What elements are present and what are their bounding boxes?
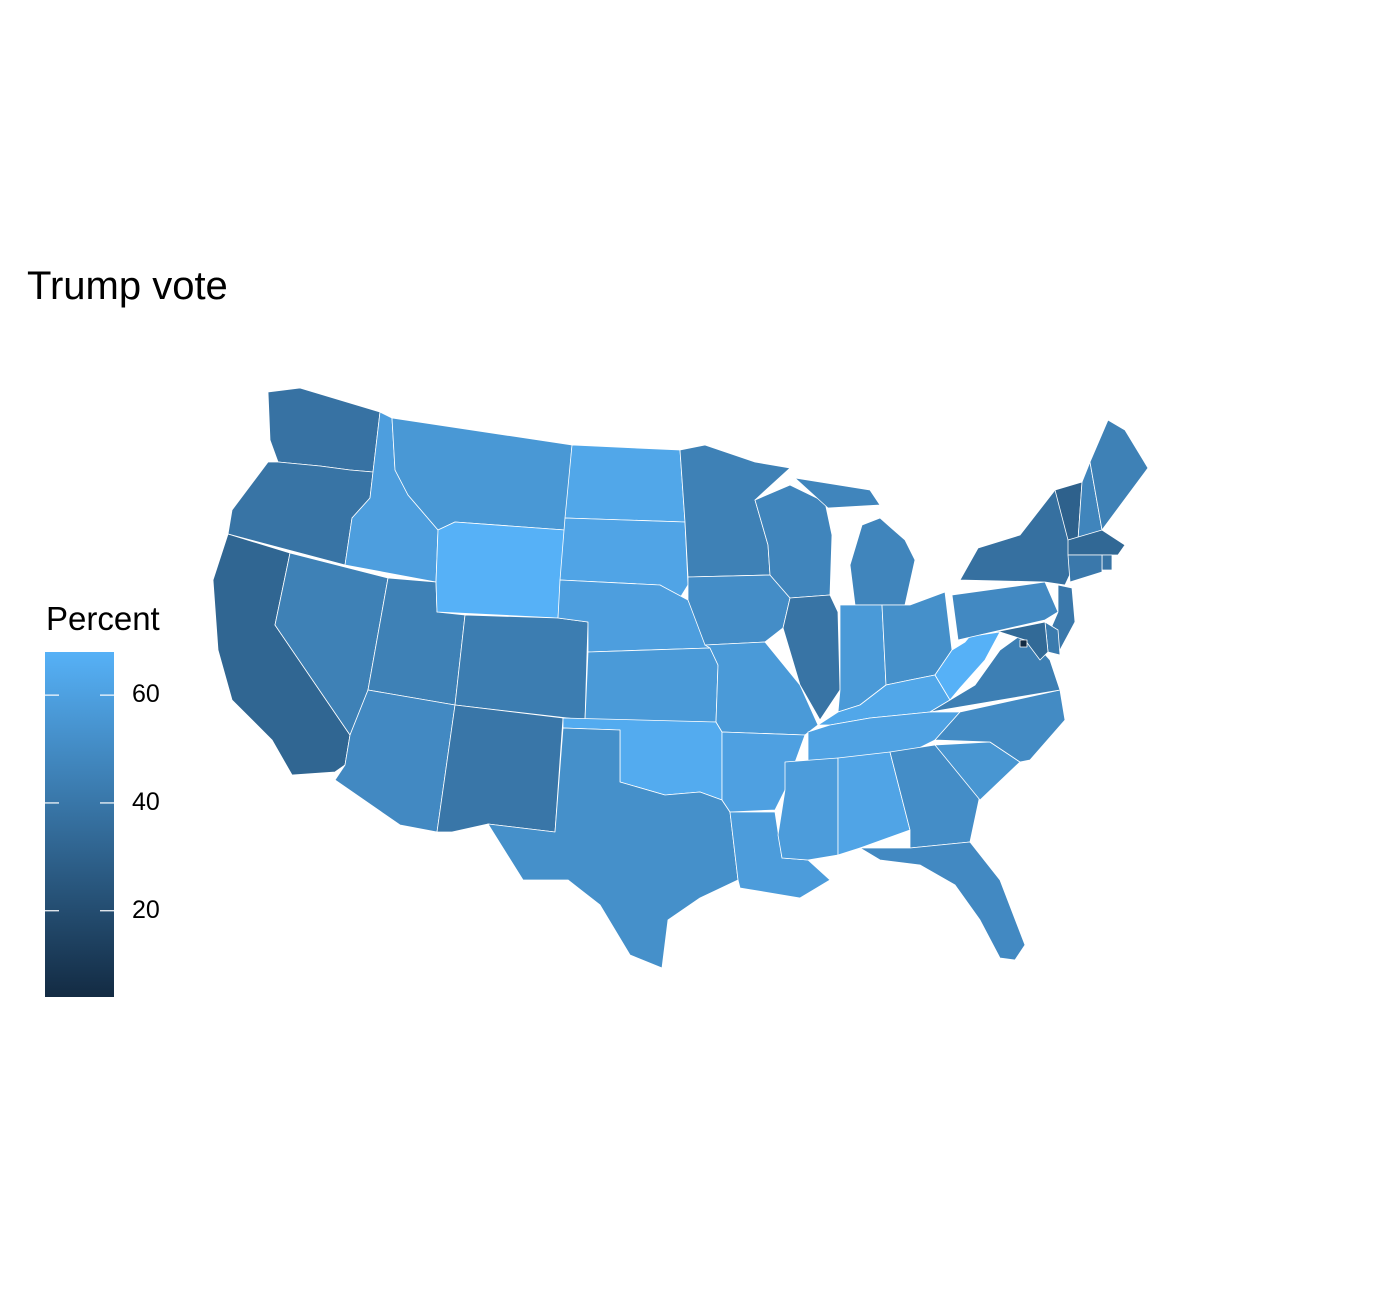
state-michigan: Michigan [794, 477, 916, 606]
state-louisiana: Louisiana [729, 811, 831, 899]
state-maine: Maine [1089, 419, 1149, 531]
map-title: Trump vote [27, 264, 228, 308]
state-new-york: New York [959, 489, 1073, 586]
state-rhode-island: Rhode Island [1101, 554, 1113, 571]
legend-label: 20 [132, 895, 160, 924]
state-kansas: Kansas [584, 647, 719, 723]
state-new-mexico: New Mexico [436, 704, 564, 833]
state-wyoming: Wyoming [435, 521, 566, 619]
state-pennsylvania: Pennsylvania [951, 581, 1059, 641]
state-north-dakota: North Dakota [564, 444, 686, 523]
legend-title: Percent [46, 600, 160, 637]
state-virginia: Virginia [929, 631, 1061, 713]
state-washington: Washington [267, 387, 381, 473]
state-connecticut: Connecticut [1067, 554, 1103, 583]
state-florida: Florida [859, 841, 1026, 961]
state-alabama: Alabama [837, 751, 911, 856]
state-texas: Texas [487, 727, 739, 969]
state-district-of-columbia: District of Columbia [1019, 639, 1028, 648]
state-massachusetts: Massachusetts [1067, 529, 1126, 556]
state-arkansas: Arkansas [721, 731, 806, 813]
legend-colorbar [45, 652, 114, 997]
state-north-carolina: North Carolina [934, 689, 1066, 763]
legend-label: 60 [132, 680, 160, 709]
state-maryland: Maryland [979, 621, 1049, 661]
legend-label: 40 [132, 787, 160, 816]
states-layer: WashingtonOregonCaliforniaIdahoNevadaUta… [212, 387, 1149, 969]
state-colorado: Colorado [454, 614, 589, 721]
state-illinois: Illinois [782, 594, 841, 721]
state-mississippi: Mississippi [777, 757, 839, 861]
state-iowa: Iowa [687, 574, 791, 646]
